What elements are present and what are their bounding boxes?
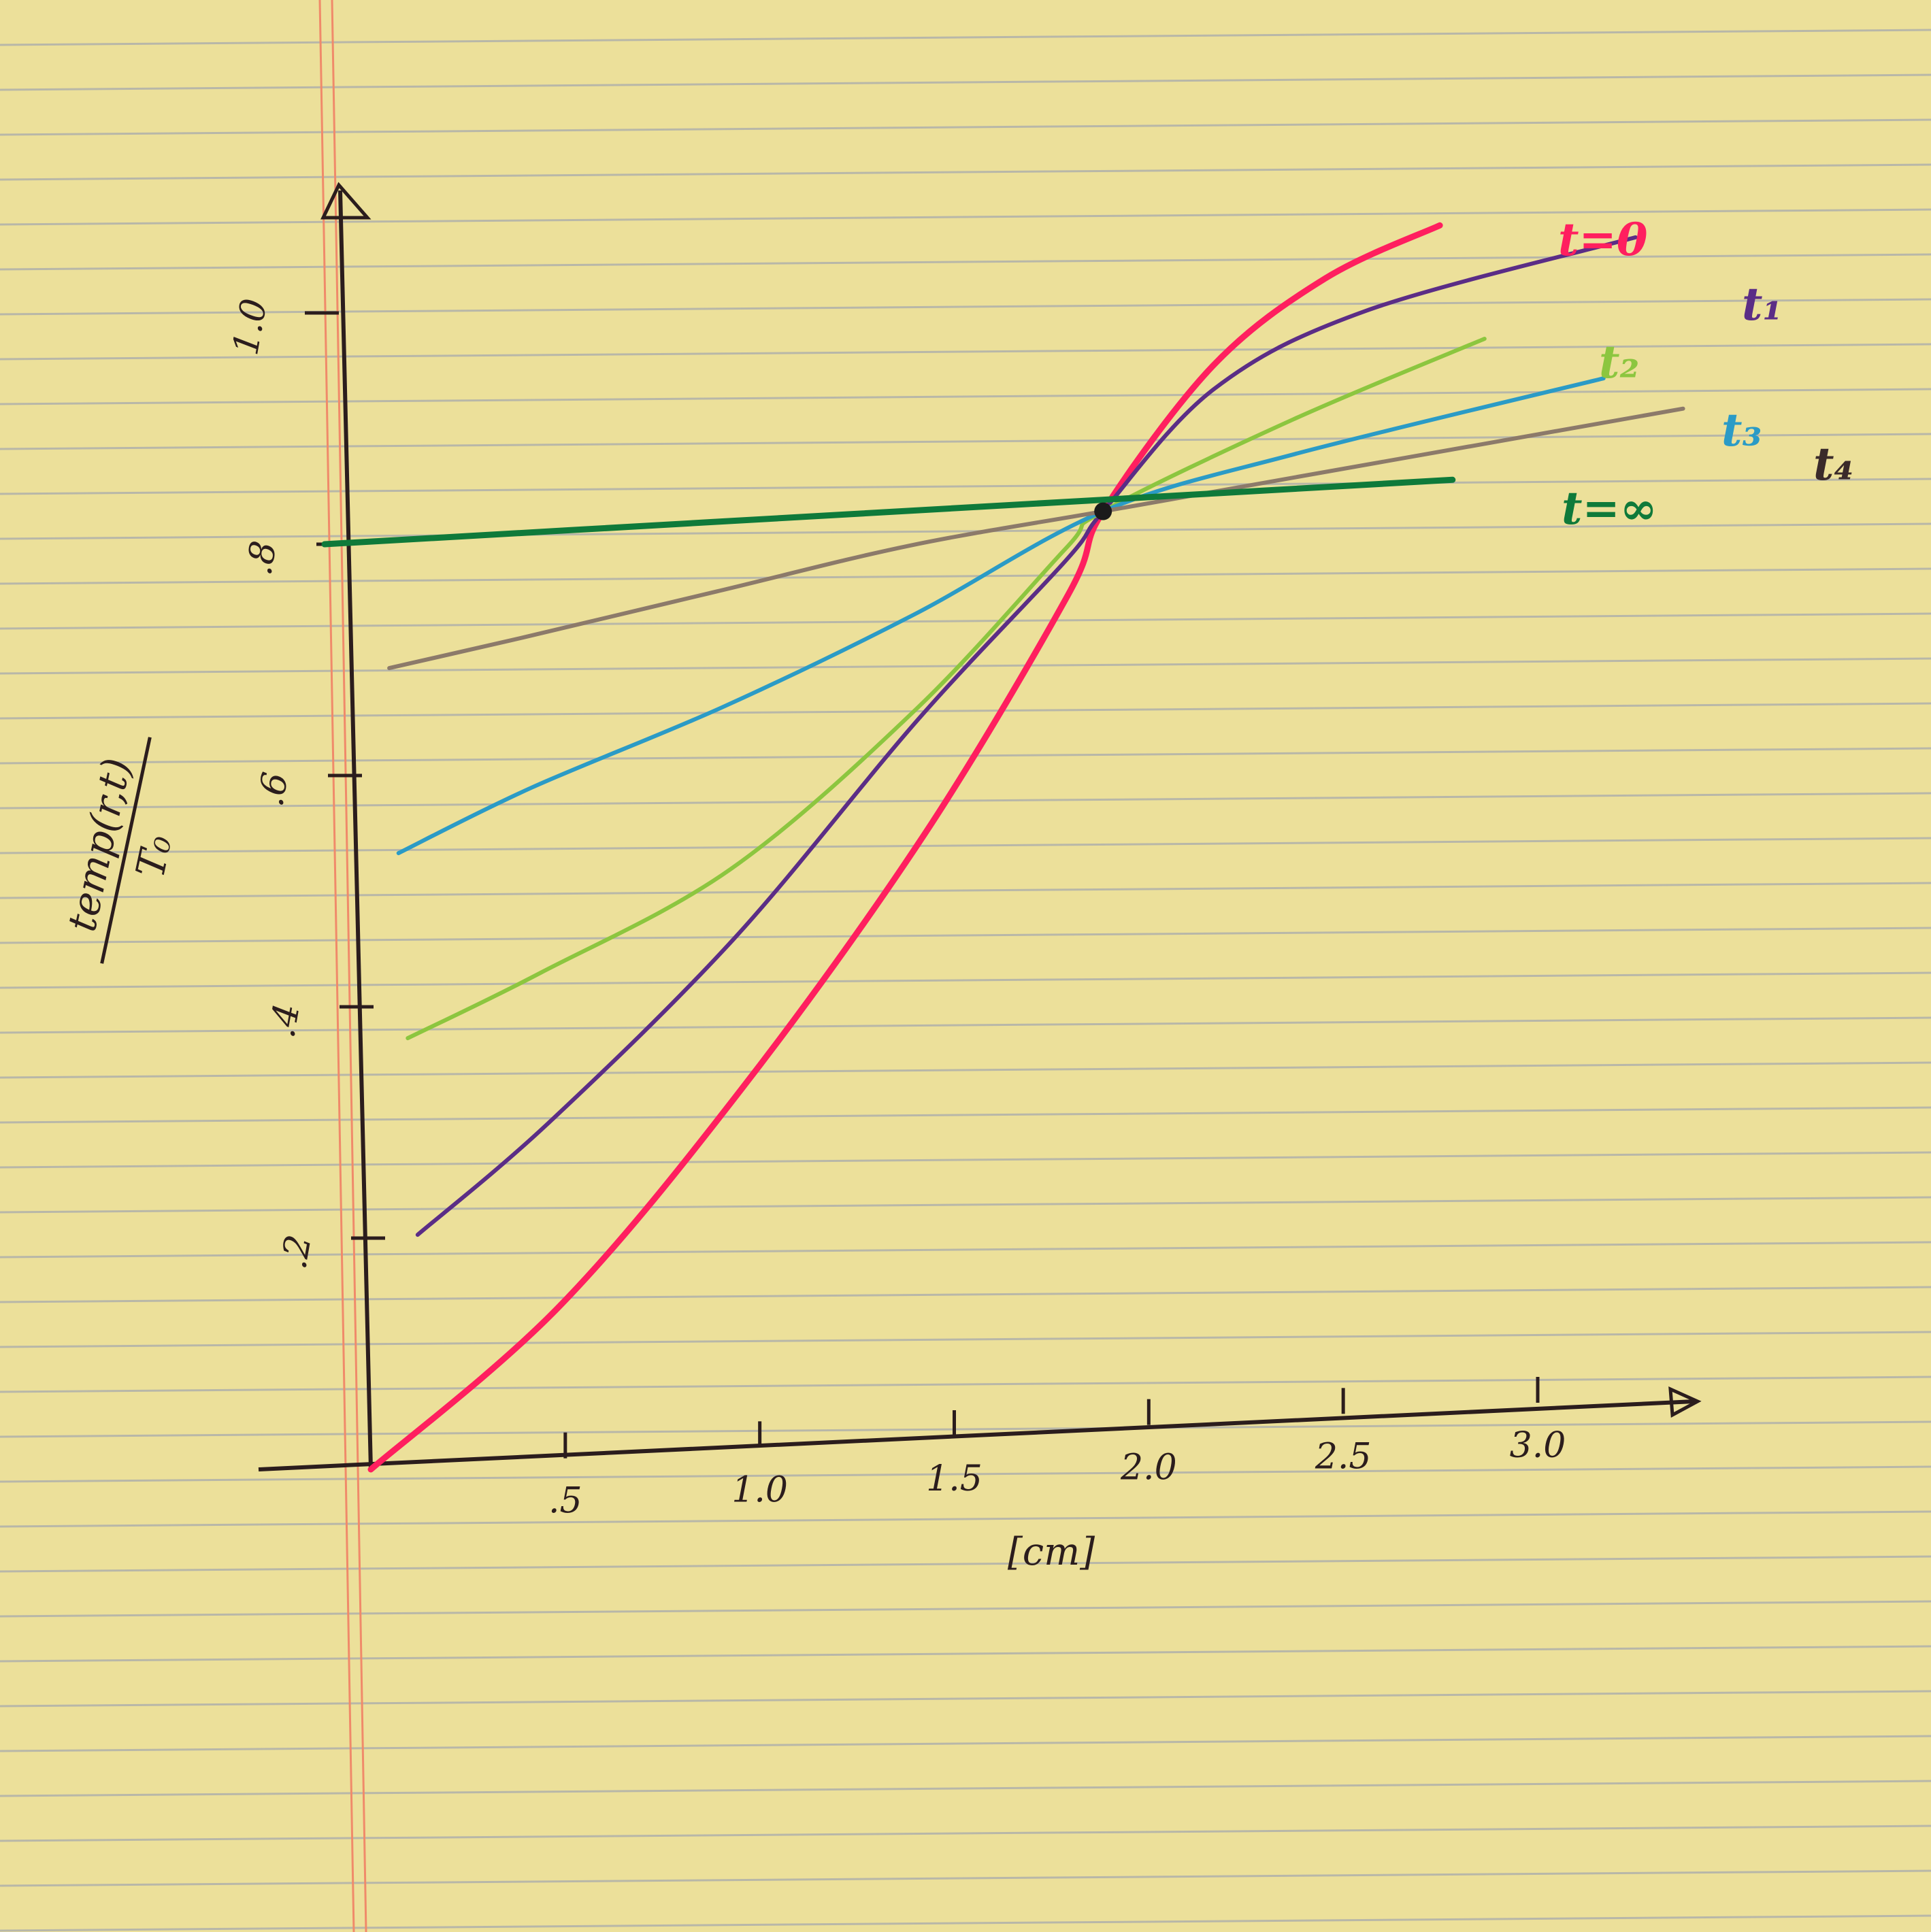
margin-lines xyxy=(318,0,367,1932)
ruled-line xyxy=(0,208,1931,226)
y-ticks: .2 .4 .6 .8 1.0 xyxy=(225,296,385,1272)
y-axis xyxy=(338,190,373,1470)
x-tick-label: 1.5 xyxy=(926,1459,983,1499)
x-tick-label: 2.0 xyxy=(1120,1448,1177,1488)
x-ticks: .5 1.0 1.5 2.0 2.5 3.0 xyxy=(548,1377,1566,1522)
ruled-line xyxy=(0,927,1931,944)
ruled-lines xyxy=(0,29,1931,1932)
ruled-line xyxy=(0,792,1931,810)
y-axis-arrow xyxy=(320,182,372,220)
ruled-line xyxy=(0,1510,1931,1528)
x-tick-label: 3.0 xyxy=(1510,1425,1566,1466)
series-line-1 xyxy=(415,235,1638,1237)
y-tick-label: 1.0 xyxy=(225,296,275,359)
ruled-line xyxy=(0,253,1931,271)
series-label-4: t₄ xyxy=(1813,437,1853,490)
series-line-4 xyxy=(387,406,1685,671)
ruled-line xyxy=(0,1106,1931,1124)
series-line-3 xyxy=(396,376,1606,856)
ruled-line xyxy=(0,1420,1931,1438)
ruled-line xyxy=(0,1376,1931,1393)
ruled-line xyxy=(0,1286,1931,1303)
x-axis-label: [cm] xyxy=(1008,1530,1095,1574)
ruled-line xyxy=(0,612,1931,630)
ruled-line xyxy=(0,882,1931,899)
ruled-line xyxy=(0,1465,1931,1483)
axes xyxy=(258,182,1702,1471)
ruled-line xyxy=(0,163,1931,181)
series-line-0 xyxy=(367,222,1443,1473)
ruled-line xyxy=(0,388,1931,405)
ruled-line xyxy=(0,1690,1931,1708)
x-axis-arrow xyxy=(1668,1386,1702,1418)
x-tick-label: 2.5 xyxy=(1315,1436,1372,1477)
series-label-0: t=0 xyxy=(1558,213,1648,266)
x-axis xyxy=(258,1399,1695,1471)
ruled-line xyxy=(0,1825,1931,1842)
ruled-line xyxy=(0,1735,1931,1752)
y-tick-label: .6 xyxy=(250,769,297,810)
ruled-line xyxy=(0,971,1931,989)
ruled-line xyxy=(0,1061,1931,1079)
ruled-line xyxy=(0,118,1931,136)
ruled-line xyxy=(0,73,1931,91)
series-label-1: t₁ xyxy=(1742,278,1782,331)
ruled-line xyxy=(0,1151,1931,1169)
series-label-2: t₂ xyxy=(1599,335,1639,388)
ruled-line xyxy=(0,29,1931,46)
ruled-line xyxy=(0,1645,1931,1663)
series-layer xyxy=(321,222,1685,1473)
y-tick-label: .2 xyxy=(274,1232,320,1272)
ruled-line xyxy=(0,1016,1931,1034)
ruled-line xyxy=(0,747,1931,765)
x-tick-label: 1.0 xyxy=(731,1469,788,1510)
series-label-5: t=∞ xyxy=(1562,482,1657,535)
ruled-line xyxy=(0,1600,1931,1618)
ruled-line xyxy=(0,1555,1931,1573)
series-line-5 xyxy=(321,476,1456,548)
ruled-line xyxy=(0,567,1931,585)
series-label-3: t₃ xyxy=(1721,403,1762,456)
ruled-line xyxy=(0,1196,1931,1214)
y-axis-label-denominator: T₀ xyxy=(127,831,180,882)
y-tick-label: .4 xyxy=(262,1001,308,1041)
ruled-line xyxy=(0,1914,1931,1932)
ruled-line xyxy=(0,343,1931,361)
x-tick-label: .5 xyxy=(548,1481,582,1522)
ruled-line xyxy=(0,1780,1931,1797)
ruled-line xyxy=(0,1241,1931,1259)
ruled-line xyxy=(0,433,1931,450)
legend-labels: t=0 t₁ t₂ t₃ t₄ t=∞ xyxy=(1558,213,1853,535)
ruled-line xyxy=(0,478,1931,495)
series-line-2 xyxy=(406,337,1487,1041)
ruled-line xyxy=(0,1869,1931,1887)
ruled-line xyxy=(0,837,1931,854)
ruled-line xyxy=(0,1331,1931,1348)
ruled-line xyxy=(0,702,1931,720)
y-axis-label-fraction-bar xyxy=(100,737,152,964)
y-tick-label: .8 xyxy=(239,538,285,578)
ruled-line xyxy=(0,298,1931,316)
y-axis-label: temp(r,t) T₀ xyxy=(59,737,181,964)
ruled-line xyxy=(0,522,1931,540)
intersection-point xyxy=(1094,502,1112,520)
